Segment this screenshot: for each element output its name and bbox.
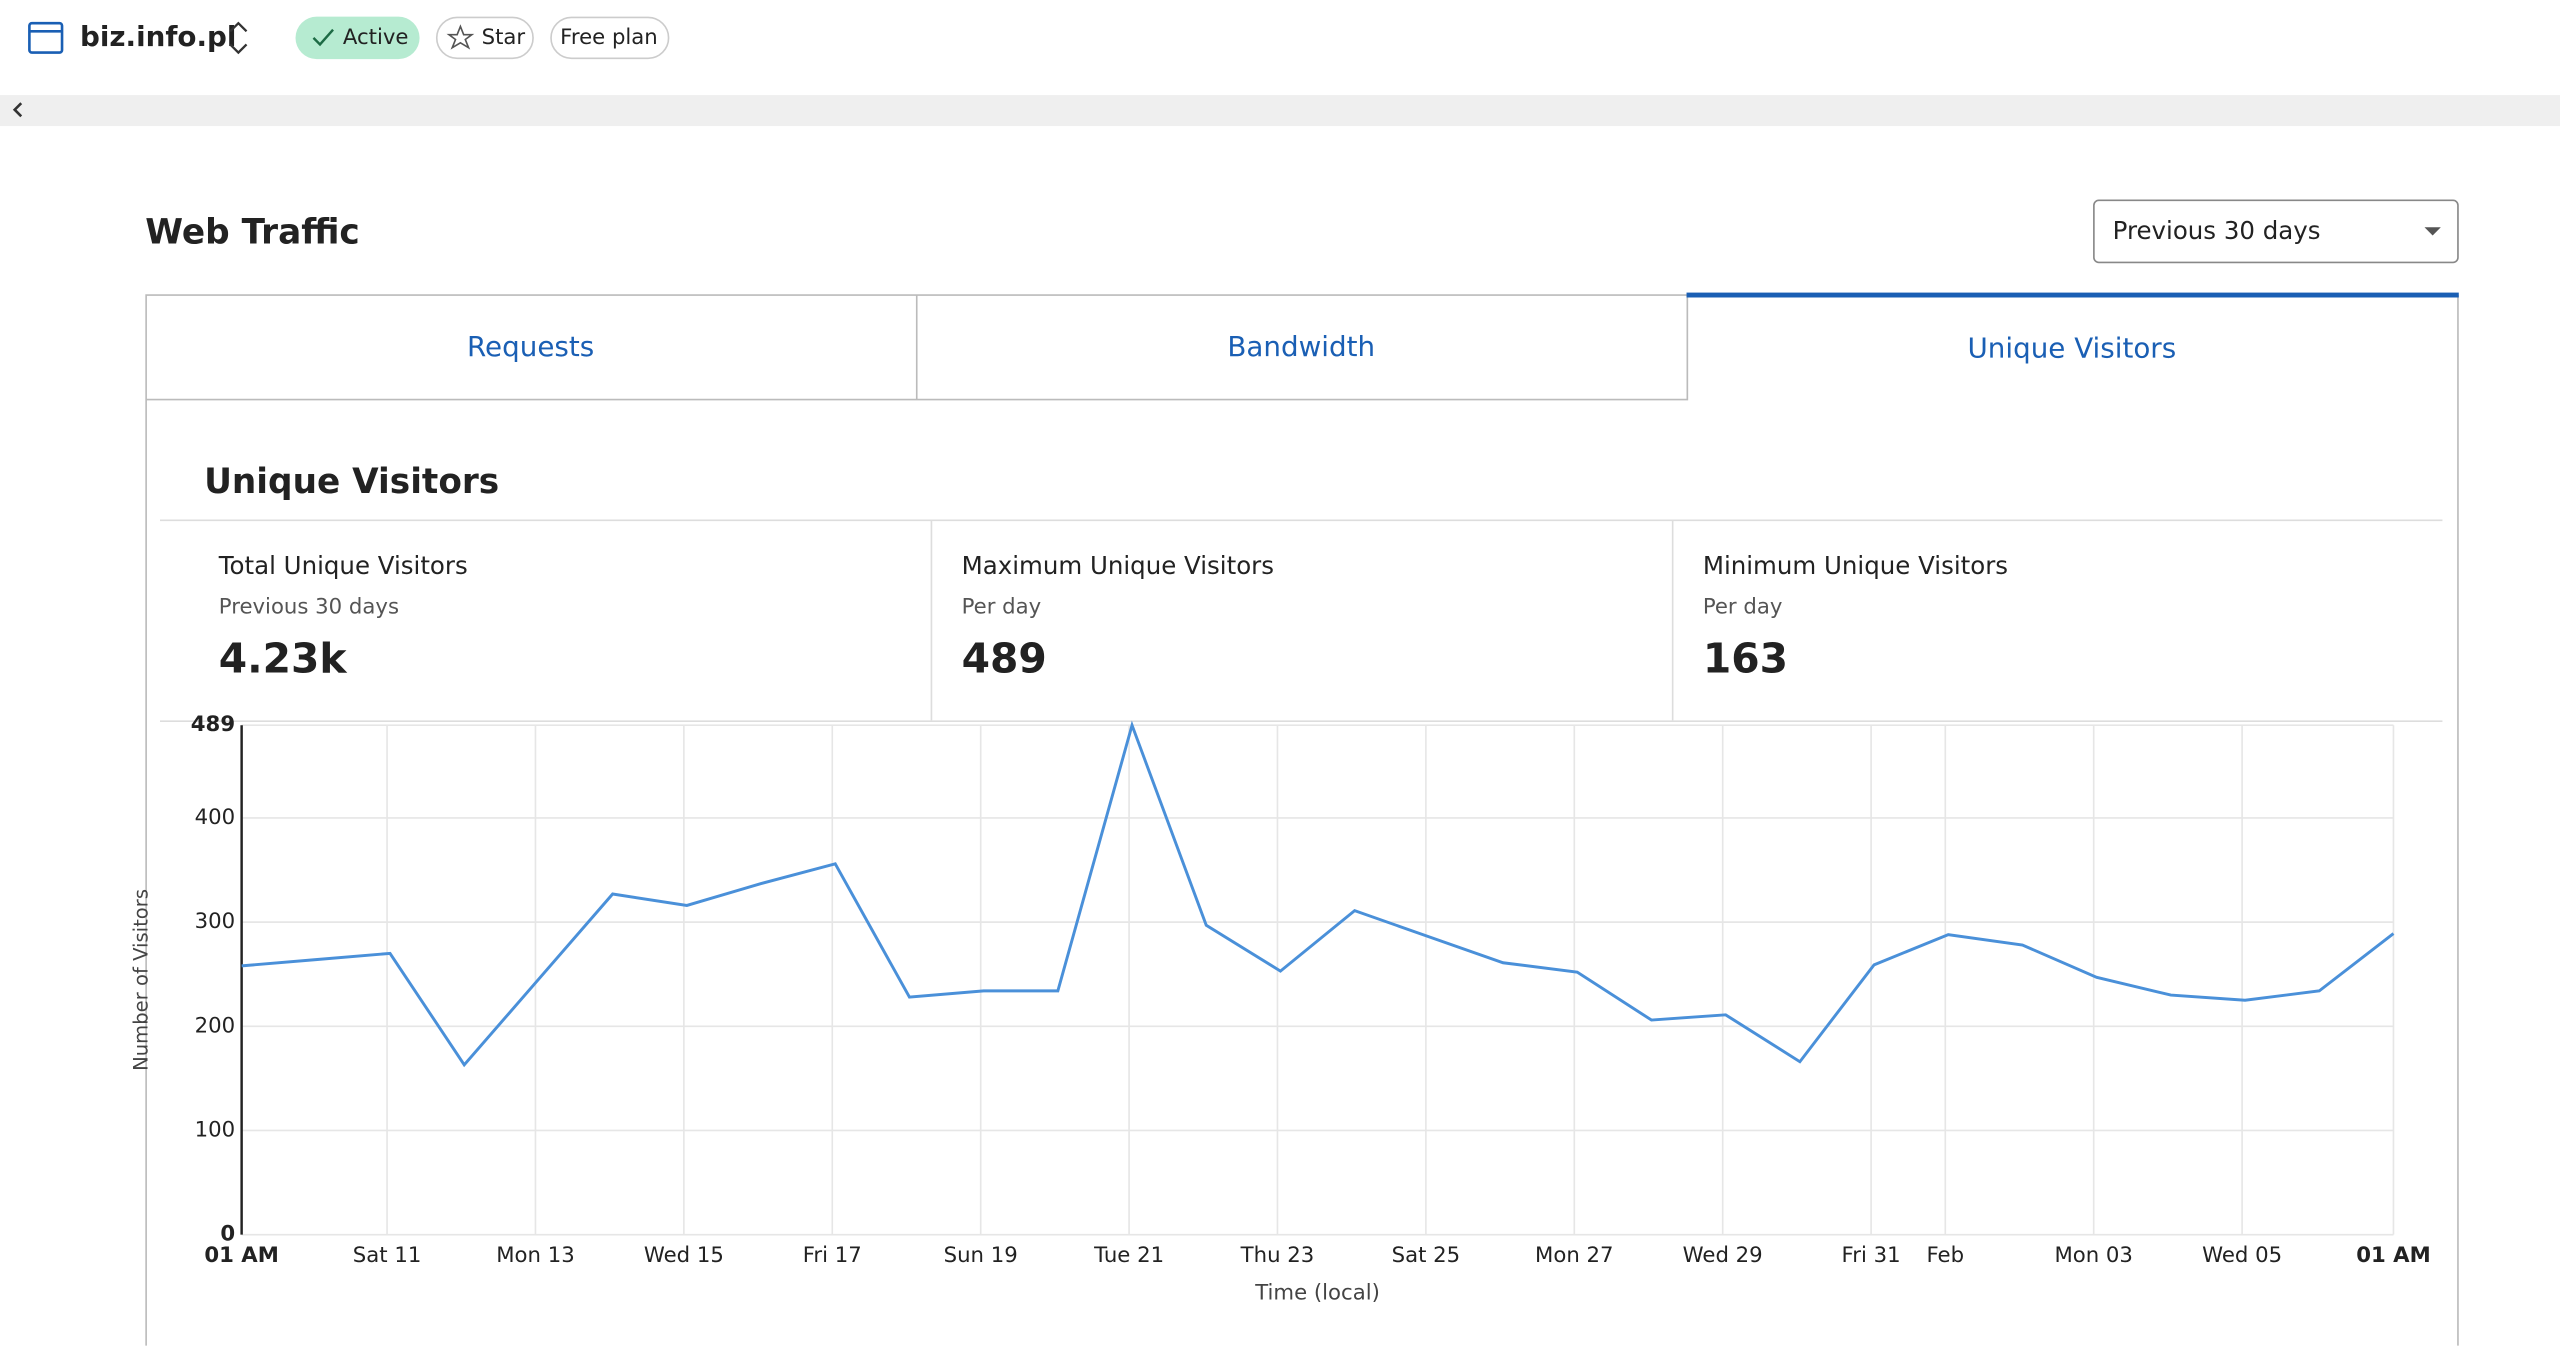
stat-label: Minimum Unique Visitors: [1703, 551, 2008, 580]
stats-frame: [160, 519, 2443, 722]
active-tab-indicator: [1686, 292, 2459, 298]
site-name[interactable]: biz.info.pl: [80, 20, 236, 53]
range-text[interactable]: Previous 30 days: [2113, 216, 2321, 245]
stat-sublabel: Per day: [1703, 595, 1783, 620]
y-tick-label: 0: [220, 1222, 235, 1247]
site-switcher[interactable]: [229, 21, 248, 55]
chart: 0 100 200 300 400 489 01 AM Sat 11 Mon 13 Wed 15 F…: [130, 712, 2431, 1305]
section-title: Web Traffic: [145, 212, 359, 252]
stat-label: Maximum Unique Visitors: [962, 551, 1274, 580]
collapse-bar: [0, 95, 2560, 127]
x-tick-label: Mon 03: [2054, 1243, 2132, 1268]
site-icon: [28, 21, 64, 54]
x-tick-label: Wed 29: [1683, 1243, 1763, 1268]
x-tick-label: 01 AM: [204, 1243, 278, 1268]
x-tick-label: Sun 19: [944, 1243, 1018, 1268]
y-tick-label: 489: [191, 712, 235, 737]
x-axis-title: Time (local): [1254, 1280, 1380, 1305]
stat-sublabel: Per day: [962, 595, 1042, 620]
stats: Total Unique Visitors Previous 30 days 4.2…: [218, 551, 2008, 683]
stat-value: 163: [1703, 635, 1788, 683]
x-tick-label: 01 AM: [2356, 1243, 2430, 1268]
y-tick-label: 400: [195, 805, 236, 830]
x-tick-label: Sat 11: [353, 1243, 422, 1268]
x-tick-label: Tue 21: [1093, 1243, 1164, 1268]
star-icon: [446, 24, 475, 50]
x-tick-label: Fri 31: [1842, 1243, 1901, 1268]
star-text[interactable]: Star: [482, 25, 526, 50]
stat-value: 489: [962, 635, 1047, 683]
x-tick-label: Mon 27: [1535, 1243, 1613, 1268]
dropdown-arrow: [2424, 227, 2441, 236]
data-line: [241, 720, 2395, 1068]
tabs-frame: [145, 294, 2459, 1346]
x-tick-label: Sat 25: [1392, 1243, 1461, 1268]
tab-active[interactable]: Unique Visitors: [1967, 332, 2176, 365]
x-tick-label: Wed 15: [644, 1243, 724, 1268]
status-pill: [295, 16, 420, 60]
tab[interactable]: Requests: [467, 330, 594, 363]
stat-value: 4.23k: [219, 635, 348, 683]
y-axis-title: Number of Visitors: [130, 889, 153, 1071]
x-tick-label: Fri 17: [803, 1243, 862, 1268]
stat-label: Total Unique Visitors: [218, 551, 468, 580]
y-tick-label: 300: [195, 909, 236, 934]
check-icon: [312, 28, 334, 47]
x-tick-label: Thu 23: [1240, 1243, 1315, 1268]
x-tick-label: Mon 13: [496, 1243, 574, 1268]
tab[interactable]: Bandwidth: [1227, 330, 1375, 363]
stat-sublabel: Previous 30 days: [219, 595, 399, 620]
plan-pill: [550, 16, 670, 60]
collapse-button[interactable]: [12, 102, 23, 118]
plan-text: Free plan: [560, 25, 658, 50]
y-tick-label: 200: [195, 1013, 236, 1038]
status-text: Active: [343, 25, 409, 50]
panel-title: Unique Visitors: [204, 462, 499, 502]
x-tick-label: Wed 05: [2202, 1243, 2282, 1268]
x-tick-label: Feb: [1927, 1243, 1965, 1268]
y-tick-label: 100: [195, 1117, 236, 1142]
range-dropdown[interactable]: [2093, 199, 2459, 264]
